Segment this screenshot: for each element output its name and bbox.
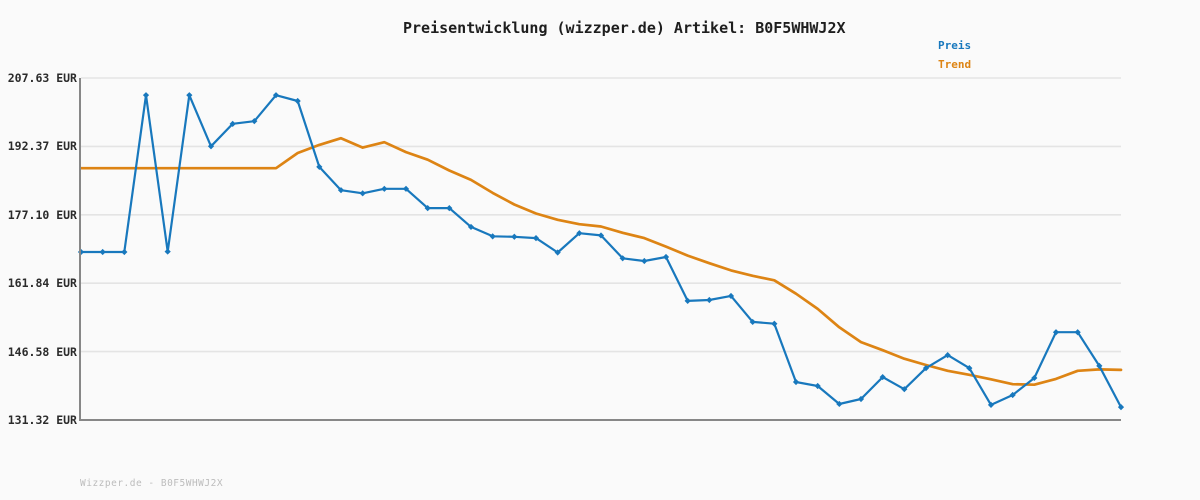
y-axis-tick-label: 192.37 EUR [7,139,77,154]
price-point-marker [771,320,778,327]
price-point-marker [381,185,388,192]
price-point-marker [251,118,258,125]
price-point-marker [836,400,843,408]
price-point-marker [1117,403,1125,411]
y-axis-tick-label: 161.84 EUR [7,276,77,291]
y-axis-tick-label: 131.32 EUR [7,413,77,427]
price-point-marker [554,249,561,256]
price-point-marker [446,205,453,212]
price-point-marker [901,386,908,393]
price-point-marker [857,395,865,403]
price-point-marker [749,318,756,326]
price-point-marker [316,163,323,170]
price-point-marker [792,378,800,386]
price-point-marker [922,365,930,372]
watermark-text: Wizzper.de - B0F5WHWJ2X [80,478,224,489]
trend-line [79,136,1123,387]
price-point-marker [489,233,496,240]
price-point-marker [1052,329,1060,336]
price-point-marker [944,352,951,359]
price-point-marker [424,205,431,212]
price-point-marker [207,143,215,150]
price-point-marker [467,223,475,231]
chart-legend: Preis Trend [938,39,971,71]
legend-item-preis: Preis [938,39,972,52]
price-point-marker [99,248,106,256]
price-point-marker [359,190,366,197]
price-point-marker [121,248,128,256]
price-point-marker [1031,374,1038,382]
price-point-marker [662,253,670,261]
price-point-marker [294,97,301,105]
price-point-marker [814,382,821,390]
price-point-marker [142,92,150,99]
price-point-marker [597,232,605,239]
price-point-marker [164,248,171,255]
price-point-marker [511,233,518,240]
chart-title: Preisentwicklung (wizzper.de) Artikel: B… [403,19,846,37]
price-point-marker [402,185,410,192]
price-point-marker [641,257,648,265]
price-point-marker [727,292,735,300]
price-point-marker [1074,329,1081,336]
price-point-marker [272,92,280,99]
price-point-marker [684,297,691,304]
price-point-marker [987,401,995,408]
price-point-marker [1009,391,1016,399]
price-line [79,94,1123,409]
price-point-marker [1096,362,1103,369]
y-axis-tick-label: 177.10 EUR [7,207,77,222]
price-point-marker [337,187,345,194]
price-point-marker [619,255,626,262]
price-point-marker [186,92,193,99]
price-point-marker [706,296,713,304]
price-point-marker [966,365,973,372]
legend-item-trend: Trend [938,58,972,71]
price-point-marker [532,235,540,242]
y-axis-tick-label: 207.63 EUR [7,71,77,85]
price-point-marker [229,120,236,127]
price-point-marker [879,373,886,381]
price-point-marker [576,230,583,237]
y-axis-tick-label: 146.58 EUR [7,344,77,359]
